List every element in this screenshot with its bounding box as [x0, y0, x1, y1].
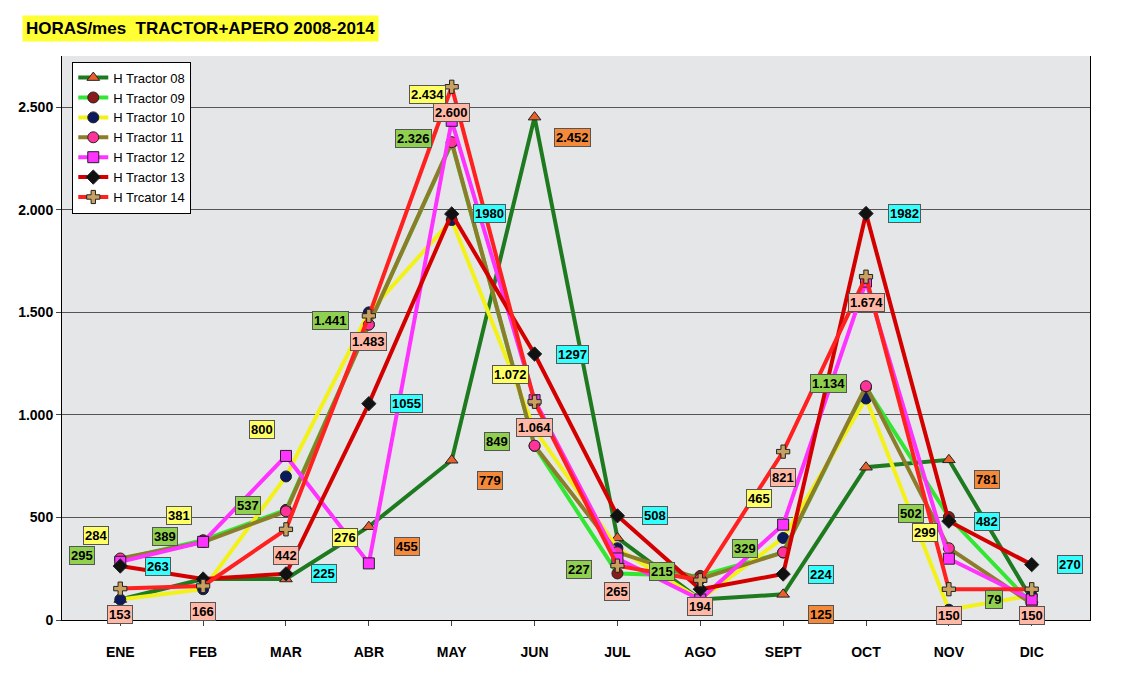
- svg-text:482: 482: [976, 514, 998, 529]
- svg-text:781: 781: [976, 472, 998, 487]
- svg-text:1980: 1980: [475, 206, 504, 221]
- svg-text:284: 284: [85, 528, 107, 543]
- svg-text:194: 194: [689, 599, 711, 614]
- svg-text:1.072: 1.072: [494, 367, 527, 382]
- svg-text:849: 849: [486, 434, 508, 449]
- svg-text:227: 227: [568, 562, 590, 577]
- svg-text:H Tractor 08: H Tractor 08: [113, 71, 185, 86]
- svg-text:2.600: 2.600: [435, 105, 468, 120]
- svg-text:265: 265: [606, 584, 628, 599]
- svg-text:125: 125: [810, 607, 832, 622]
- svg-text:215: 215: [651, 564, 673, 579]
- svg-text:508: 508: [644, 508, 666, 523]
- svg-text:389: 389: [154, 529, 176, 544]
- svg-text:800: 800: [251, 422, 273, 437]
- svg-text:381: 381: [168, 508, 190, 523]
- svg-text:150: 150: [938, 608, 960, 623]
- svg-text:153: 153: [109, 607, 131, 622]
- svg-text:295: 295: [71, 548, 93, 563]
- svg-text:HORAS/mes TRACTOR+APERO 2008-: HORAS/mes TRACTOR+APERO 2008-2014: [26, 19, 375, 38]
- svg-text:H Tractor 11: H Tractor 11: [113, 130, 184, 145]
- svg-text:JUN: JUN: [521, 644, 549, 660]
- svg-text:0: 0: [45, 612, 53, 628]
- svg-text:1.500: 1.500: [18, 304, 53, 320]
- svg-text:1982: 1982: [890, 206, 919, 221]
- svg-text:H Tractor 10: H Tractor 10: [113, 110, 185, 125]
- svg-text:DIC: DIC: [1020, 644, 1044, 660]
- svg-text:2.452: 2.452: [556, 130, 589, 145]
- svg-text:OCT: OCT: [851, 644, 881, 660]
- svg-text:1055: 1055: [392, 396, 421, 411]
- svg-text:1.064: 1.064: [518, 420, 551, 435]
- svg-text:2.500: 2.500: [18, 99, 53, 115]
- svg-text:2.434: 2.434: [411, 87, 444, 102]
- svg-text:H Tractor 13: H Tractor 13: [113, 170, 185, 185]
- svg-text:821: 821: [772, 470, 794, 485]
- svg-text:263: 263: [147, 559, 169, 574]
- svg-text:1.000: 1.000: [18, 407, 53, 423]
- svg-text:329: 329: [734, 541, 756, 556]
- svg-text:2.326: 2.326: [397, 131, 430, 146]
- svg-text:465: 465: [748, 491, 770, 506]
- svg-text:779: 779: [479, 473, 501, 488]
- svg-text:1.674: 1.674: [850, 295, 883, 310]
- svg-text:299: 299: [914, 525, 936, 540]
- svg-text:224: 224: [810, 567, 832, 582]
- svg-text:502: 502: [900, 506, 922, 521]
- svg-text:166: 166: [192, 604, 214, 619]
- svg-text:NOV: NOV: [934, 644, 965, 660]
- svg-text:AGO: AGO: [684, 644, 716, 660]
- svg-text:276: 276: [334, 530, 356, 545]
- svg-text:H Tractor 12: H Tractor 12: [113, 150, 185, 165]
- svg-text:ENE: ENE: [106, 644, 135, 660]
- svg-text:2.000: 2.000: [18, 202, 53, 218]
- svg-text:500: 500: [30, 509, 54, 525]
- svg-text:225: 225: [313, 566, 335, 581]
- svg-text:79: 79: [987, 592, 1001, 607]
- svg-text:442: 442: [275, 548, 297, 563]
- svg-text:MAR: MAR: [270, 644, 302, 660]
- svg-text:150: 150: [1021, 608, 1043, 623]
- svg-text:1.441: 1.441: [314, 313, 347, 328]
- svg-text:1.134: 1.134: [812, 376, 845, 391]
- svg-text:455: 455: [396, 539, 418, 554]
- svg-text:SEPT: SEPT: [765, 644, 802, 660]
- svg-text:FEB: FEB: [189, 644, 217, 660]
- svg-text:1297: 1297: [558, 347, 587, 362]
- svg-text:MAY: MAY: [437, 644, 467, 660]
- svg-text:H Tractor 09: H Tractor 09: [113, 91, 185, 106]
- svg-text:1.483: 1.483: [352, 334, 385, 349]
- svg-text:537: 537: [237, 498, 259, 513]
- svg-text:H Trcator 14: H Trcator 14: [113, 190, 185, 205]
- svg-text:JUL: JUL: [604, 644, 631, 660]
- svg-text:270: 270: [1059, 557, 1081, 572]
- svg-text:ABR: ABR: [354, 644, 384, 660]
